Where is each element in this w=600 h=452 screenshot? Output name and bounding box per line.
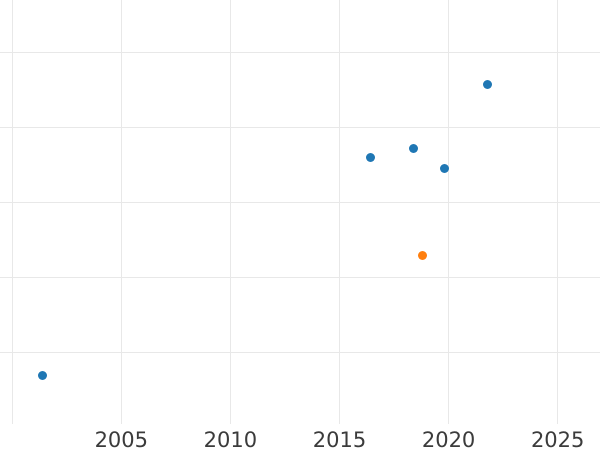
data-point-blue-series [439, 163, 449, 173]
data-point-orange-series [417, 251, 427, 261]
plot-area [0, 0, 600, 424]
x-tick-label: 2020 [421, 428, 476, 452]
x-gridline [448, 0, 450, 424]
y-gridline [0, 277, 600, 278]
x-gridline [120, 0, 122, 424]
data-point-blue-series [483, 80, 493, 90]
x-gridline [557, 0, 559, 424]
y-gridline [0, 352, 600, 353]
x-tick-label: 2015 [312, 428, 367, 452]
data-point-blue-series [365, 153, 375, 162]
x-tick-label: 2010 [203, 428, 258, 452]
x-gridline [338, 0, 340, 424]
x-gridline [11, 0, 13, 424]
x-gridline [229, 0, 231, 424]
data-point-blue-series [38, 370, 48, 380]
y-gridline [0, 52, 600, 53]
x-tick-label: 2005 [94, 428, 149, 452]
y-gridline [0, 202, 600, 203]
y-gridline [0, 127, 600, 128]
data-point-blue-series [409, 144, 419, 153]
x-tick-label: 2025 [530, 428, 585, 452]
